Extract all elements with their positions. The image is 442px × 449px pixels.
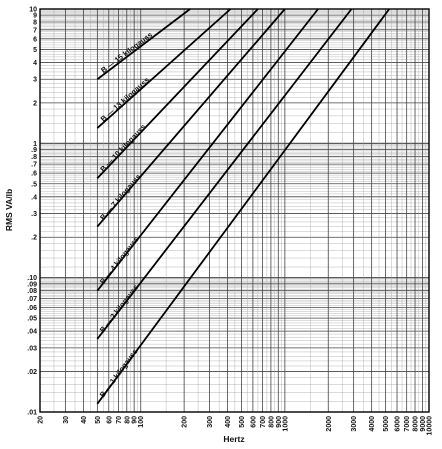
y-tick-label: .01 (27, 410, 37, 417)
series-line (96, 8, 232, 129)
series-line (96, 8, 286, 228)
x-tick-label: 200 (182, 416, 189, 428)
y-tick-label: 7 (33, 27, 37, 34)
y-tick-label: .8 (31, 154, 37, 161)
series-line (96, 8, 191, 80)
y-tick-label: 1 (33, 141, 37, 148)
y-tick-labels: .01 .02 .03 .04 .05 .06 .07.08.09.10 .2 .3 .4 .5 .6… (27, 7, 37, 417)
y-tick-label: 4 (33, 60, 37, 67)
x-tick-label: 300 (207, 416, 214, 428)
series-line (96, 8, 390, 405)
y-tick-label: .09 (27, 281, 37, 288)
x-tick-label: 2000 (326, 416, 333, 432)
x-tick-label: 80 (124, 416, 131, 424)
x-tick-label: 20 (38, 416, 45, 424)
y-tick-label: .03 (27, 345, 37, 352)
x-tick-label: 70 (116, 416, 123, 424)
x-tick-label: 800 (268, 416, 275, 428)
y-tick-label: .5 (31, 181, 37, 188)
x-tick-label: 500 (239, 416, 246, 428)
y-tick-label: 5 (33, 47, 37, 54)
y-tick-label: .7 (31, 162, 37, 169)
y-tick-label: 8 (33, 20, 37, 27)
x-tick-label: 50 (95, 416, 102, 424)
x-tick-label: 900 (276, 416, 283, 428)
y-tick-label: .10 (27, 275, 37, 282)
x-tick-label: 9000 (420, 416, 427, 432)
x-tick-label: 400 (225, 416, 232, 428)
y-tick-label: .07 (27, 296, 37, 303)
x-tick-label: 3000 (351, 416, 358, 432)
y-tick-label: .08 (27, 288, 37, 295)
x-tick-label: 40 (81, 416, 88, 424)
plot-frame (39, 8, 430, 413)
y-tick-label: .02 (27, 369, 37, 376)
y-tick-label: .4 (31, 194, 37, 201)
y-tick-label: 10 (29, 7, 37, 14)
y-tick-label: 9 (33, 13, 37, 20)
y-tick-label: .3 (31, 211, 37, 218)
y-tick-label: .2 (31, 235, 37, 242)
x-tick-label: 60 (106, 416, 113, 424)
x-tick-label: 4000 (369, 416, 376, 432)
y-axis-label: RMS VA/lb (4, 189, 14, 231)
series-line (96, 8, 319, 292)
y-tick-label: 6 (33, 36, 37, 43)
x-tick-label: 8000 (413, 416, 420, 432)
x-tick-label: 600 (250, 416, 257, 428)
x-tick-label: 7000 (404, 416, 411, 432)
x-tick-label: 700 (260, 416, 267, 428)
y-tick-label: .6 (31, 171, 37, 178)
series-lines (96, 8, 390, 405)
x-tick-label: 1000 (282, 416, 289, 432)
y-tick-label: 2 (33, 100, 37, 107)
x-tick-label: 30 (63, 416, 70, 424)
x-tick-label: 5000 (383, 416, 390, 432)
x-tick-labels: 20 30 40 50 60 70 80 90 100 200 300 400 500 600 700 800… (38, 416, 434, 436)
y-tick-label: .06 (27, 305, 37, 312)
x-tick-label: 6000 (395, 416, 402, 432)
x-tick-label: 100 (138, 416, 145, 428)
x-tick-label: 10000 (427, 416, 434, 436)
y-tick-label: .9 (31, 147, 37, 154)
x-tick-label: 90 (132, 416, 139, 424)
y-tick-label: 3 (33, 77, 37, 84)
series-line (96, 8, 259, 179)
y-tick-label: .04 (27, 329, 37, 336)
x-axis-label: Hertz (223, 434, 244, 444)
series-line (96, 8, 353, 340)
y-tick-label: .05 (27, 316, 37, 323)
